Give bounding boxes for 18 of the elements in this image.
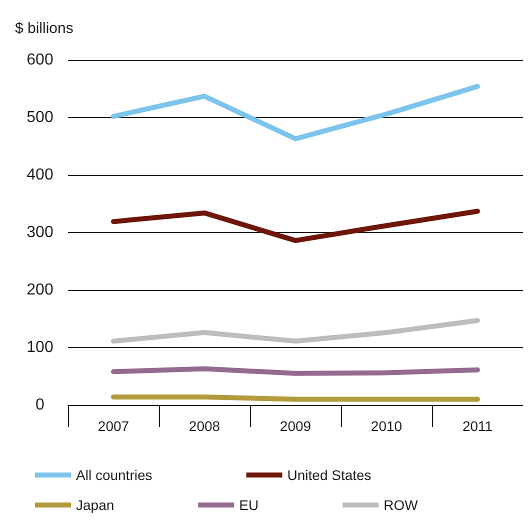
y-tick-label: 500 <box>26 109 54 126</box>
y-tick-label: 300 <box>26 224 54 241</box>
x-tick-label: 2010 <box>370 418 402 434</box>
x-tick-label: 2009 <box>280 418 312 434</box>
y-tick-label: 100 <box>26 339 54 356</box>
y-axis-title: $ billions <box>15 20 74 37</box>
x-tick-label: 2007 <box>98 418 130 434</box>
legend-label: EU <box>239 497 259 513</box>
legend-label: ROW <box>384 497 419 513</box>
legend-label: All countries <box>76 467 152 483</box>
x-tick-label: 2011 <box>462 418 493 434</box>
legend-label: Japan <box>76 497 114 513</box>
x-tick-label: 2008 <box>188 418 220 434</box>
y-tick-label: 600 <box>26 52 54 68</box>
y-tick-label: 0 <box>36 396 45 414</box>
legend-label: United States <box>287 467 372 483</box>
y-tick-label: 200 <box>26 282 54 298</box>
y-tick-label: 400 <box>26 166 54 184</box>
